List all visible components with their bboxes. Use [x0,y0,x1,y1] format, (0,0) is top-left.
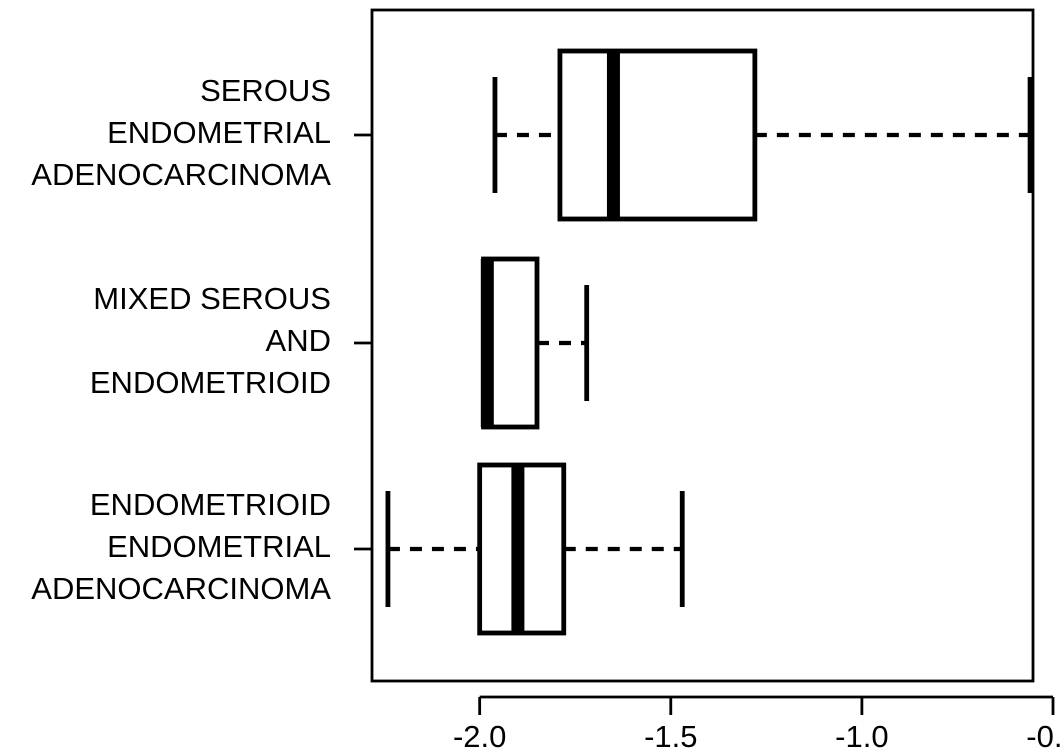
category-label-line: ENDOMETRIAL [107,115,331,150]
category-label-line: ADENOCARCINOMA [31,571,331,606]
category-label-line: MIXED SEROUS [93,281,331,316]
x-axis: -2.0 -1.5 -1.0 -0.5 [354,133,1061,752]
boxplot-1 [492,48,1033,222]
category-label-line: SEROUS [200,73,331,108]
box [557,48,758,222]
x-tick-label: -0.5 [1026,719,1061,752]
category-labels: SEROUS ENDOMETRIAL ADENOCARCINOMA MIXED SER… [31,73,331,606]
category-label-line: ENDOMETRIOID [90,487,331,522]
boxplot-3 [385,462,685,636]
plot-frame [370,8,1035,683]
category-label: MIXED SEROUS AND ENDOMETRIOID [90,281,331,400]
boxplot-2 [480,256,590,430]
category-label-line: ENDOMETRIAL [107,529,331,564]
category-label: ENDOMETRIOID ENDOMETRIAL ADENOCARCINOMA [31,487,331,606]
x-tick-label: -2.0 [453,719,506,752]
category-label-line: ENDOMETRIOID [90,365,331,400]
x-tick-label: -1.0 [835,719,888,752]
category-label-line: ADENOCARCINOMA [31,157,331,192]
x-tick-label: -1.5 [644,719,697,752]
category-label: SEROUS ENDOMETRIAL ADENOCARCINOMA [31,73,331,192]
plot-area [370,8,1035,683]
category-label-line: AND [266,323,331,358]
